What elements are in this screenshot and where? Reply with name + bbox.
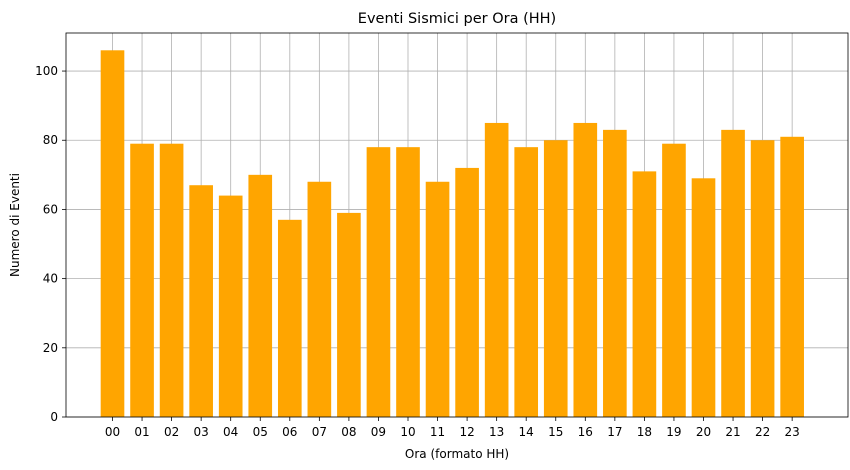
bar-01 bbox=[130, 143, 154, 417]
y-tick-label: 40 bbox=[43, 272, 58, 286]
y-axis-ticks: 0 20 40 60 80 100 bbox=[35, 64, 66, 424]
bar-19 bbox=[662, 143, 686, 417]
y-tick-label: 0 bbox=[50, 410, 58, 424]
x-tick-label: 09 bbox=[371, 425, 386, 439]
y-tick-label: 20 bbox=[43, 341, 58, 355]
x-tick-label: 08 bbox=[341, 425, 356, 439]
x-tick-label: 15 bbox=[548, 425, 563, 439]
x-tick-label: 06 bbox=[282, 425, 297, 439]
x-tick-label: 20 bbox=[696, 425, 711, 439]
x-tick-label: 10 bbox=[400, 425, 415, 439]
bar-02 bbox=[159, 143, 184, 417]
y-tick-label: 60 bbox=[43, 202, 58, 216]
x-axis-ticks: 00 01 02 03 04 05 06 07 08 09 10 11 12 13 14 15 16 17 18 19… bbox=[105, 417, 800, 439]
x-tick-label: 02 bbox=[164, 425, 179, 439]
bar-21 bbox=[721, 129, 745, 417]
x-tick-label: 18 bbox=[637, 425, 652, 439]
chart-title: Eventi Sismici per Ora (HH) bbox=[358, 11, 556, 27]
bar-16 bbox=[573, 122, 598, 417]
x-tick-label: 23 bbox=[785, 425, 800, 439]
y-tick-label: 80 bbox=[43, 133, 58, 147]
x-tick-label: 04 bbox=[223, 425, 238, 439]
bar-12 bbox=[455, 167, 479, 417]
x-tick-label: 12 bbox=[459, 425, 474, 439]
bar-10 bbox=[396, 147, 420, 417]
bar-23 bbox=[780, 136, 804, 417]
bar-17 bbox=[603, 129, 627, 417]
bar-08 bbox=[337, 212, 361, 417]
x-tick-label: 14 bbox=[519, 425, 534, 439]
x-tick-label: 11 bbox=[430, 425, 445, 439]
x-tick-label: 16 bbox=[578, 425, 593, 439]
x-tick-label: 00 bbox=[105, 425, 120, 439]
x-tick-label: 13 bbox=[489, 425, 504, 439]
bar-03 bbox=[189, 185, 213, 417]
x-tick-label: 22 bbox=[755, 425, 770, 439]
bar-09 bbox=[366, 147, 391, 417]
bar-11 bbox=[425, 181, 450, 417]
bar-05 bbox=[248, 174, 273, 417]
x-tick-label: 17 bbox=[607, 425, 622, 439]
x-tick-label: 21 bbox=[725, 425, 740, 439]
bar-06 bbox=[277, 219, 302, 417]
x-axis-label: Ora (formato HH) bbox=[405, 447, 509, 461]
x-tick-label: 07 bbox=[312, 425, 327, 439]
y-tick-label: 100 bbox=[35, 64, 58, 78]
bar-04 bbox=[218, 195, 243, 417]
x-tick-label: 03 bbox=[194, 425, 209, 439]
bar-22 bbox=[750, 140, 775, 418]
bar-07 bbox=[307, 181, 332, 417]
bar-14 bbox=[514, 147, 539, 417]
bars bbox=[100, 50, 804, 418]
bar-15 bbox=[543, 140, 568, 418]
x-tick-label: 05 bbox=[253, 425, 268, 439]
bar-18 bbox=[632, 171, 657, 417]
x-tick-label: 01 bbox=[134, 425, 149, 439]
x-tick-label: 19 bbox=[666, 425, 681, 439]
y-axis-label: Numero di Eventi bbox=[8, 173, 22, 277]
plot-frame bbox=[65, 32, 849, 418]
bar-13 bbox=[484, 122, 509, 417]
bar-00 bbox=[100, 50, 125, 417]
bar-20 bbox=[691, 178, 716, 417]
